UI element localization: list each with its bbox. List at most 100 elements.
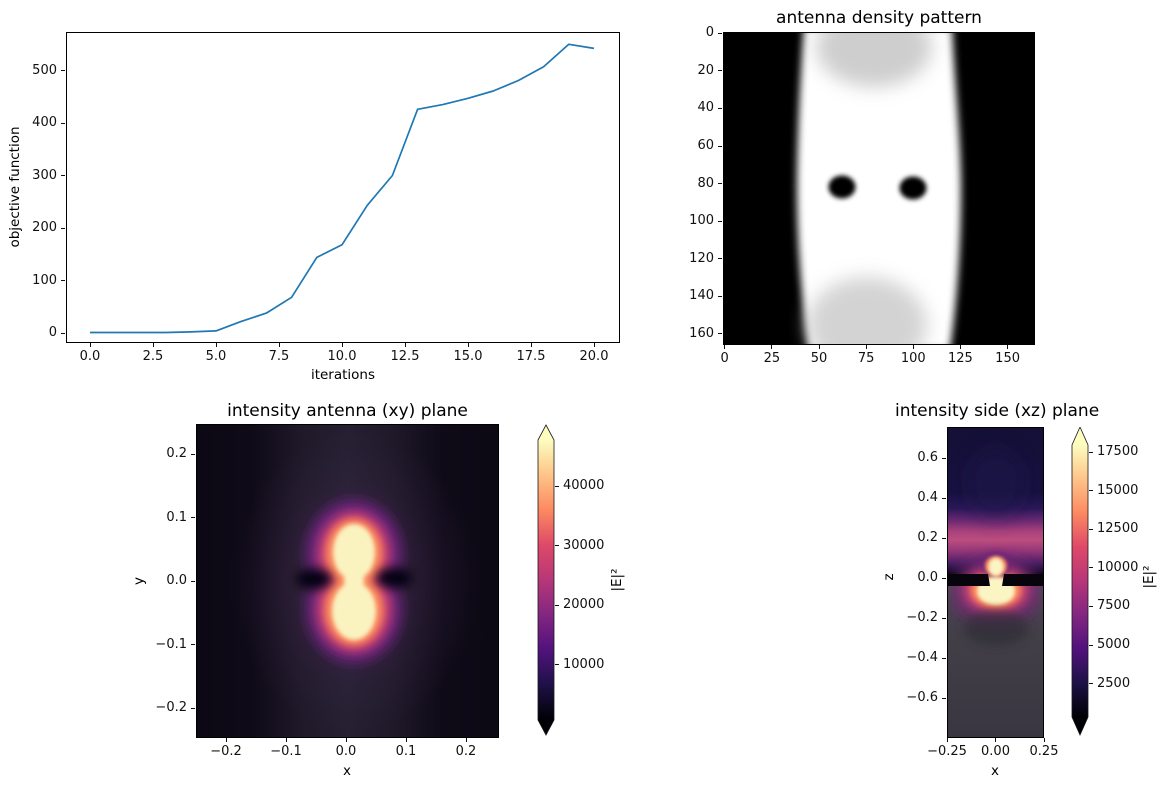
density-xtick-label: 0: [720, 351, 729, 366]
density-ytick-mark: [718, 145, 722, 147]
objective-xtick-label: 17.5: [516, 349, 546, 364]
objective-xtick-mark: [215, 343, 217, 347]
objective-xtick-mark: [593, 343, 595, 347]
objective-xtick-label: 5.0: [205, 349, 227, 364]
xz-cbar-tick-mark: [1089, 567, 1093, 569]
xz-cbar-tick-mark: [1089, 605, 1093, 607]
xz-axes: [947, 427, 1044, 738]
xy-ytick-label: 0.0: [166, 573, 187, 588]
density-plot-title: antenna density pattern: [776, 8, 982, 28]
xy-xtick-mark: [405, 738, 407, 742]
xy-ylabel: y: [131, 577, 147, 585]
xz-cbar-tick-label: 5000: [1097, 637, 1131, 652]
xz-ytick-label: −0.2: [906, 610, 938, 625]
objective-xtick-mark: [467, 343, 469, 347]
xy-xlabel: x: [343, 763, 351, 779]
xz-ytick-label: 0.4: [917, 490, 938, 505]
density-xtick-label: 150: [995, 351, 1020, 366]
xy-cbar-tick-label: 10000: [563, 656, 605, 672]
xz-cbar-tick-label: 17500: [1097, 444, 1139, 459]
objective-xtick-mark: [152, 343, 154, 347]
density-void-right: [899, 176, 927, 200]
objective-ytick-label: 0: [48, 325, 57, 340]
density-ytick-mark: [718, 333, 722, 335]
density-ytick-label: 60: [697, 138, 714, 154]
xz-xtick-mark: [995, 738, 996, 742]
objective-xtick-label: 20.0: [579, 349, 609, 364]
xz-ytick-mark: [942, 577, 946, 579]
xy-ytick-mark: [191, 453, 195, 455]
density-ytick-label: 100: [689, 213, 714, 229]
xy-colorbar-bar: [537, 424, 555, 736]
xy-cbar-tick-label: 40000: [563, 478, 605, 493]
objective-ytick-mark: [61, 122, 65, 124]
xz-colorbar: [1071, 427, 1089, 736]
objective-xtick-label: 15.0: [453, 349, 483, 364]
xz-ytick-mark: [942, 697, 946, 699]
xy-ytick-label: −0.2: [155, 700, 187, 715]
xy-cbar-tick-mark: [555, 604, 559, 606]
xy-ytick-label: −0.1: [155, 636, 187, 652]
xz-ytick-mark: [942, 657, 946, 659]
objective-ytick-label: 500: [32, 62, 57, 78]
density-ytick-label: 140: [689, 288, 714, 304]
xy-cbar-tick-mark: [555, 485, 559, 487]
density-ytick-label: 160: [689, 325, 714, 341]
xy-dark-nulls: [296, 568, 412, 589]
density-heatmap-image: [724, 33, 1034, 344]
xy-cbar-tick-mark: [555, 664, 559, 665]
objective-xtick-label: 7.5: [268, 349, 290, 364]
objective-xtick-mark: [530, 343, 532, 347]
density-ytick-mark: [718, 183, 722, 185]
xz-antenna-slab: [948, 574, 1043, 586]
density-ytick-label: 20: [697, 62, 714, 78]
xz-ytick-mark: [942, 457, 946, 459]
xz-xtick-label: −0.25: [927, 744, 967, 759]
xz-cbar-tick-label: 2500: [1097, 675, 1131, 691]
xz-ytick-label: 0.0: [917, 570, 938, 585]
density-xtick-label: 50: [810, 351, 828, 366]
xz-xtick-label: 0.00: [981, 744, 1010, 759]
xz-ytick-mark: [942, 617, 946, 619]
xy-colorbar: [537, 424, 555, 736]
xy-cbar-tick-label: 20000: [563, 597, 605, 612]
xy-ytick-mark: [191, 517, 195, 518]
objective-xtick-label: 12.5: [390, 349, 420, 364]
density-xtick-mark: [724, 345, 726, 349]
objective-ytick-label: 200: [32, 220, 57, 235]
objective-ytick-mark: [61, 70, 65, 71]
xy-ytick-label: 0.2: [166, 446, 187, 461]
xz-ytick-label: −0.4: [906, 650, 938, 665]
xz-cbar-tick-label: 7500: [1097, 598, 1131, 614]
xy-cbar-tick-label: 30000: [563, 537, 605, 553]
density-xtick-mark: [818, 345, 820, 349]
objective-ytick-mark: [61, 332, 65, 334]
xy-xtick-mark: [465, 738, 467, 742]
density-void-left: [828, 175, 856, 199]
xy-xtick-mark: [225, 738, 227, 742]
xy-xtick-label: −0.2: [210, 744, 242, 759]
xy-ytick-mark: [191, 580, 195, 582]
density-axes: [723, 32, 1035, 345]
density-xtick-mark: [912, 345, 914, 349]
density-ytick-label: 40: [697, 100, 714, 116]
xz-ylabel: z: [881, 573, 897, 581]
xy-axes: [196, 424, 499, 738]
density-ytick-mark: [718, 70, 722, 72]
xz-cbar-tick-label: 10000: [1097, 559, 1139, 575]
xy-ytick-mark: [191, 707, 195, 709]
density-ytick-label: 120: [689, 250, 714, 266]
objective-ytick-label: 100: [32, 272, 57, 288]
xy-xtick-mark: [285, 738, 287, 742]
xz-ytick-label: 0.6: [917, 450, 938, 465]
xz-cbar-tick-mark: [1089, 683, 1093, 685]
density-xtick-mark: [865, 345, 867, 349]
density-gray-smudge-bottom: [807, 277, 927, 344]
xz-ytick-label: −0.6: [906, 690, 938, 705]
xz-substrate-smudge: [964, 610, 1028, 646]
xz-xtick-mark: [946, 738, 948, 742]
xy-xtick-label: 0.2: [455, 744, 477, 759]
density-gray-smudge-top: [816, 33, 932, 87]
xz-cbar-tick-mark: [1089, 528, 1093, 530]
